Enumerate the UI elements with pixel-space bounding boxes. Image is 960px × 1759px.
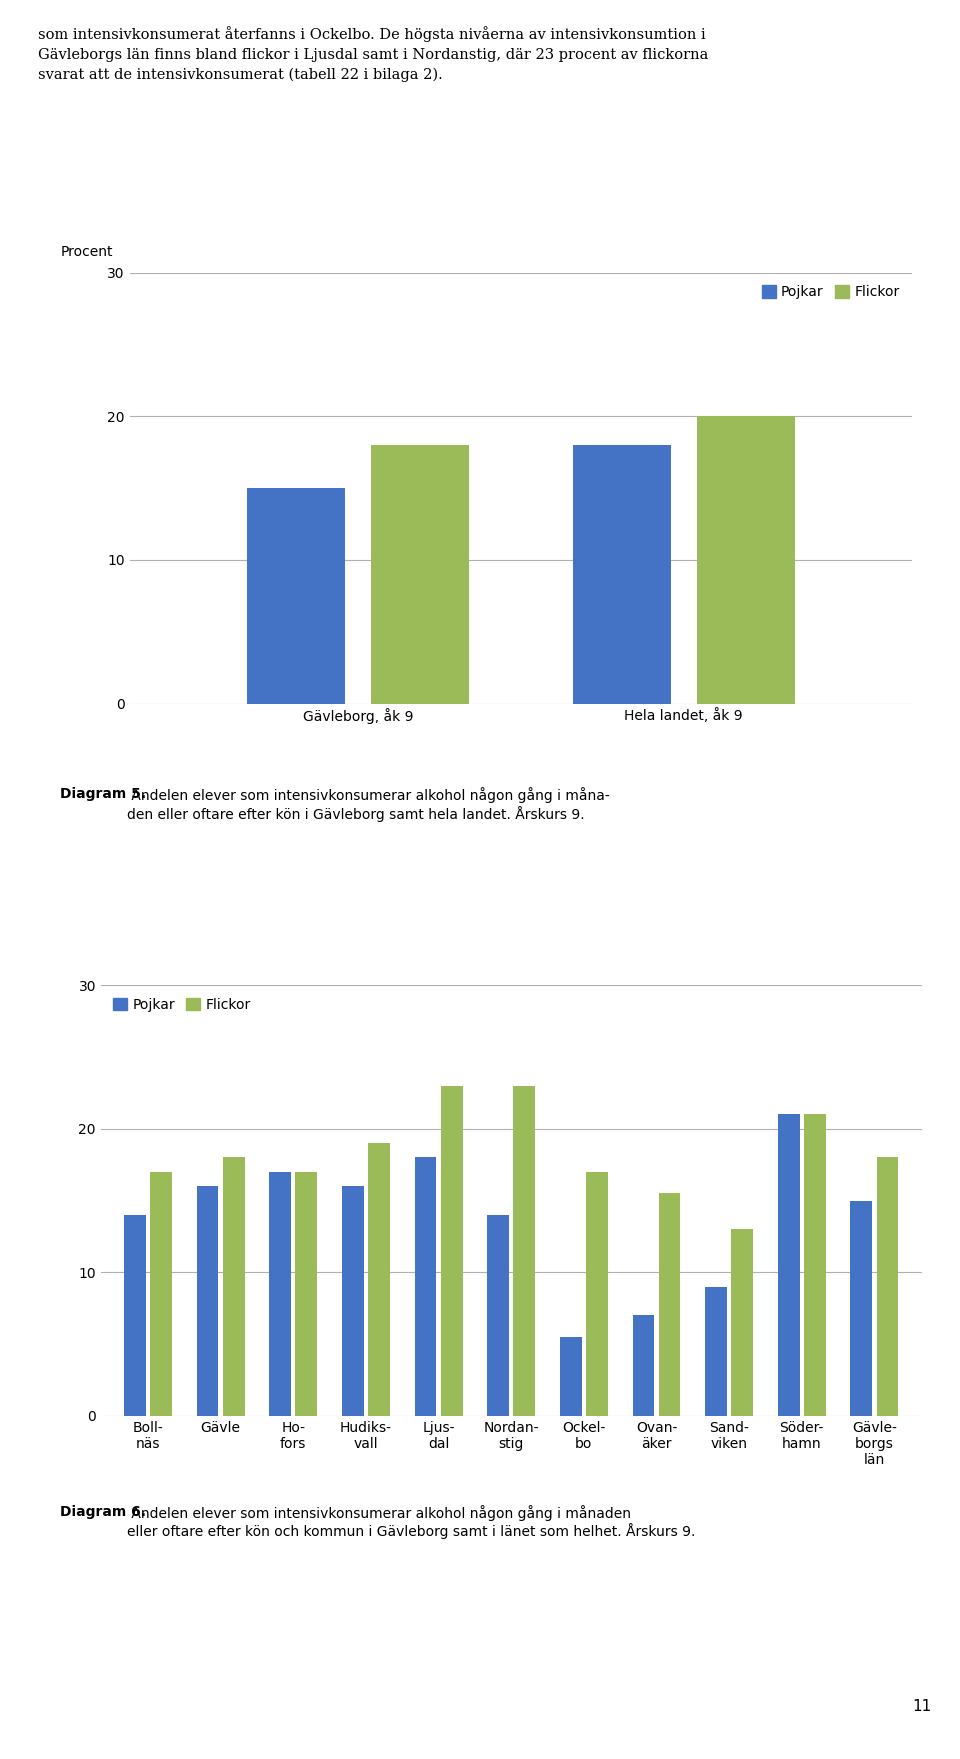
Bar (514, 1085, 535, 1416)
Bar (247, 487, 345, 704)
Bar (851, 1200, 873, 1416)
Bar (441, 1085, 463, 1416)
Text: Diagram 5.: Diagram 5. (60, 786, 147, 800)
Bar (270, 1171, 291, 1416)
Bar (368, 1143, 390, 1416)
Bar (342, 1186, 364, 1416)
Text: Andelen elever som intensivkonsumerar alkohol någon gång i måna-
den eller oftar: Andelen elever som intensivkonsumerar al… (127, 786, 610, 821)
Bar (560, 1337, 582, 1416)
Bar (697, 417, 795, 704)
Bar (371, 445, 468, 704)
Text: som intensivkonsumerat återfanns i Ockelbo. De högsta nivåerna av intensivkonsum: som intensivkonsumerat återfanns i Ockel… (38, 26, 708, 83)
Bar (488, 1215, 509, 1416)
Bar (633, 1316, 655, 1416)
Bar (197, 1186, 219, 1416)
Bar (296, 1171, 317, 1416)
Bar (876, 1157, 899, 1416)
Bar (778, 1115, 800, 1416)
Bar (150, 1171, 172, 1416)
Bar (124, 1215, 146, 1416)
Bar (659, 1193, 681, 1416)
Bar (573, 445, 671, 704)
Text: Diagram 6.: Diagram 6. (60, 1504, 147, 1518)
Text: Andelen elever som intensivkonsumerar alkohol någon gång i månaden
eller oftare : Andelen elever som intensivkonsumerar al… (127, 1504, 695, 1539)
Bar (223, 1157, 245, 1416)
Legend: Pojkar, Flickor: Pojkar, Flickor (108, 992, 256, 1017)
Text: 11: 11 (912, 1699, 931, 1713)
Bar (706, 1288, 727, 1416)
Bar (732, 1230, 753, 1416)
Legend: Pojkar, Flickor: Pojkar, Flickor (756, 280, 905, 304)
Bar (415, 1157, 437, 1416)
Bar (586, 1171, 608, 1416)
Bar (804, 1115, 826, 1416)
Text: Procent: Procent (60, 245, 113, 259)
